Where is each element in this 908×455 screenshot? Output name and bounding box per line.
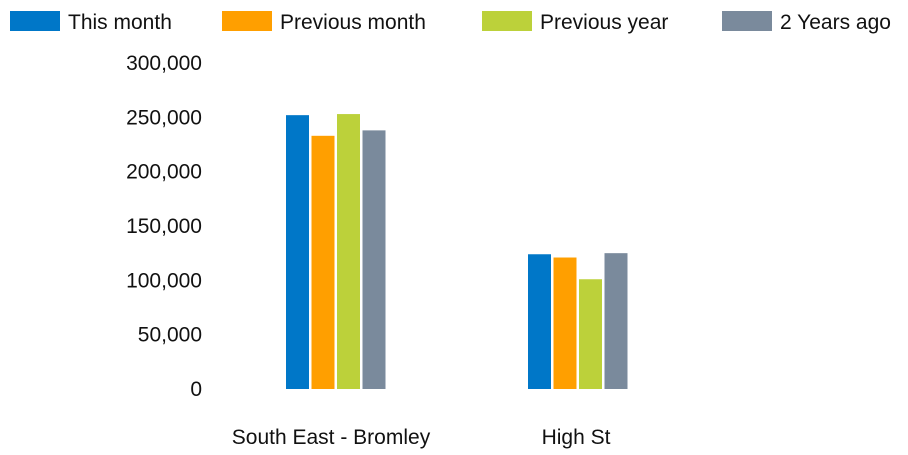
legend-swatch-previous-month	[222, 11, 272, 31]
legend-swatch-this-month	[10, 11, 60, 31]
legend-swatch-previous-year	[482, 11, 532, 31]
x-axis: South East - Bromley High St	[232, 426, 611, 449]
y-tick-label: 100,000	[126, 269, 202, 292]
bar-south-east-bromley-previous-month	[311, 135, 335, 389]
legend-label-2-years-ago: 2 Years ago	[780, 11, 891, 34]
legend-label-previous-month: Previous month	[280, 11, 426, 34]
bar-high-st-previous-year	[579, 279, 602, 389]
bar-south-east-bromley-previous-year	[337, 114, 360, 389]
y-tick-label: 200,000	[126, 161, 202, 184]
legend-label-this-month: This month	[68, 11, 172, 34]
bar-south-east-bromley-2-years-ago	[362, 130, 386, 389]
legend: This month Previous month Previous year 2 Y…	[10, 11, 891, 34]
legend-label-previous-year: Previous year	[540, 11, 668, 34]
y-axis: 0 50,000 100,000 150,000 200,000 250,000 300,0…	[126, 52, 202, 401]
y-tick-label: 50,000	[138, 324, 202, 347]
x-category-label-south-east-bromley: South East - Bromley	[232, 426, 431, 449]
x-category-label-high-st: High St	[542, 426, 611, 449]
bar-high-st-2-years-ago	[604, 253, 628, 389]
y-tick-label: 300,000	[126, 52, 202, 75]
bar-high-st-this-month	[528, 254, 551, 389]
bars	[286, 114, 628, 389]
bar-south-east-bromley-this-month	[286, 115, 309, 389]
y-tick-label: 250,000	[126, 106, 202, 129]
legend-swatch-2-years-ago	[722, 11, 772, 31]
y-tick-label: 150,000	[126, 215, 202, 238]
y-tick-label: 0	[190, 378, 202, 401]
bar-high-st-previous-month	[553, 257, 577, 389]
